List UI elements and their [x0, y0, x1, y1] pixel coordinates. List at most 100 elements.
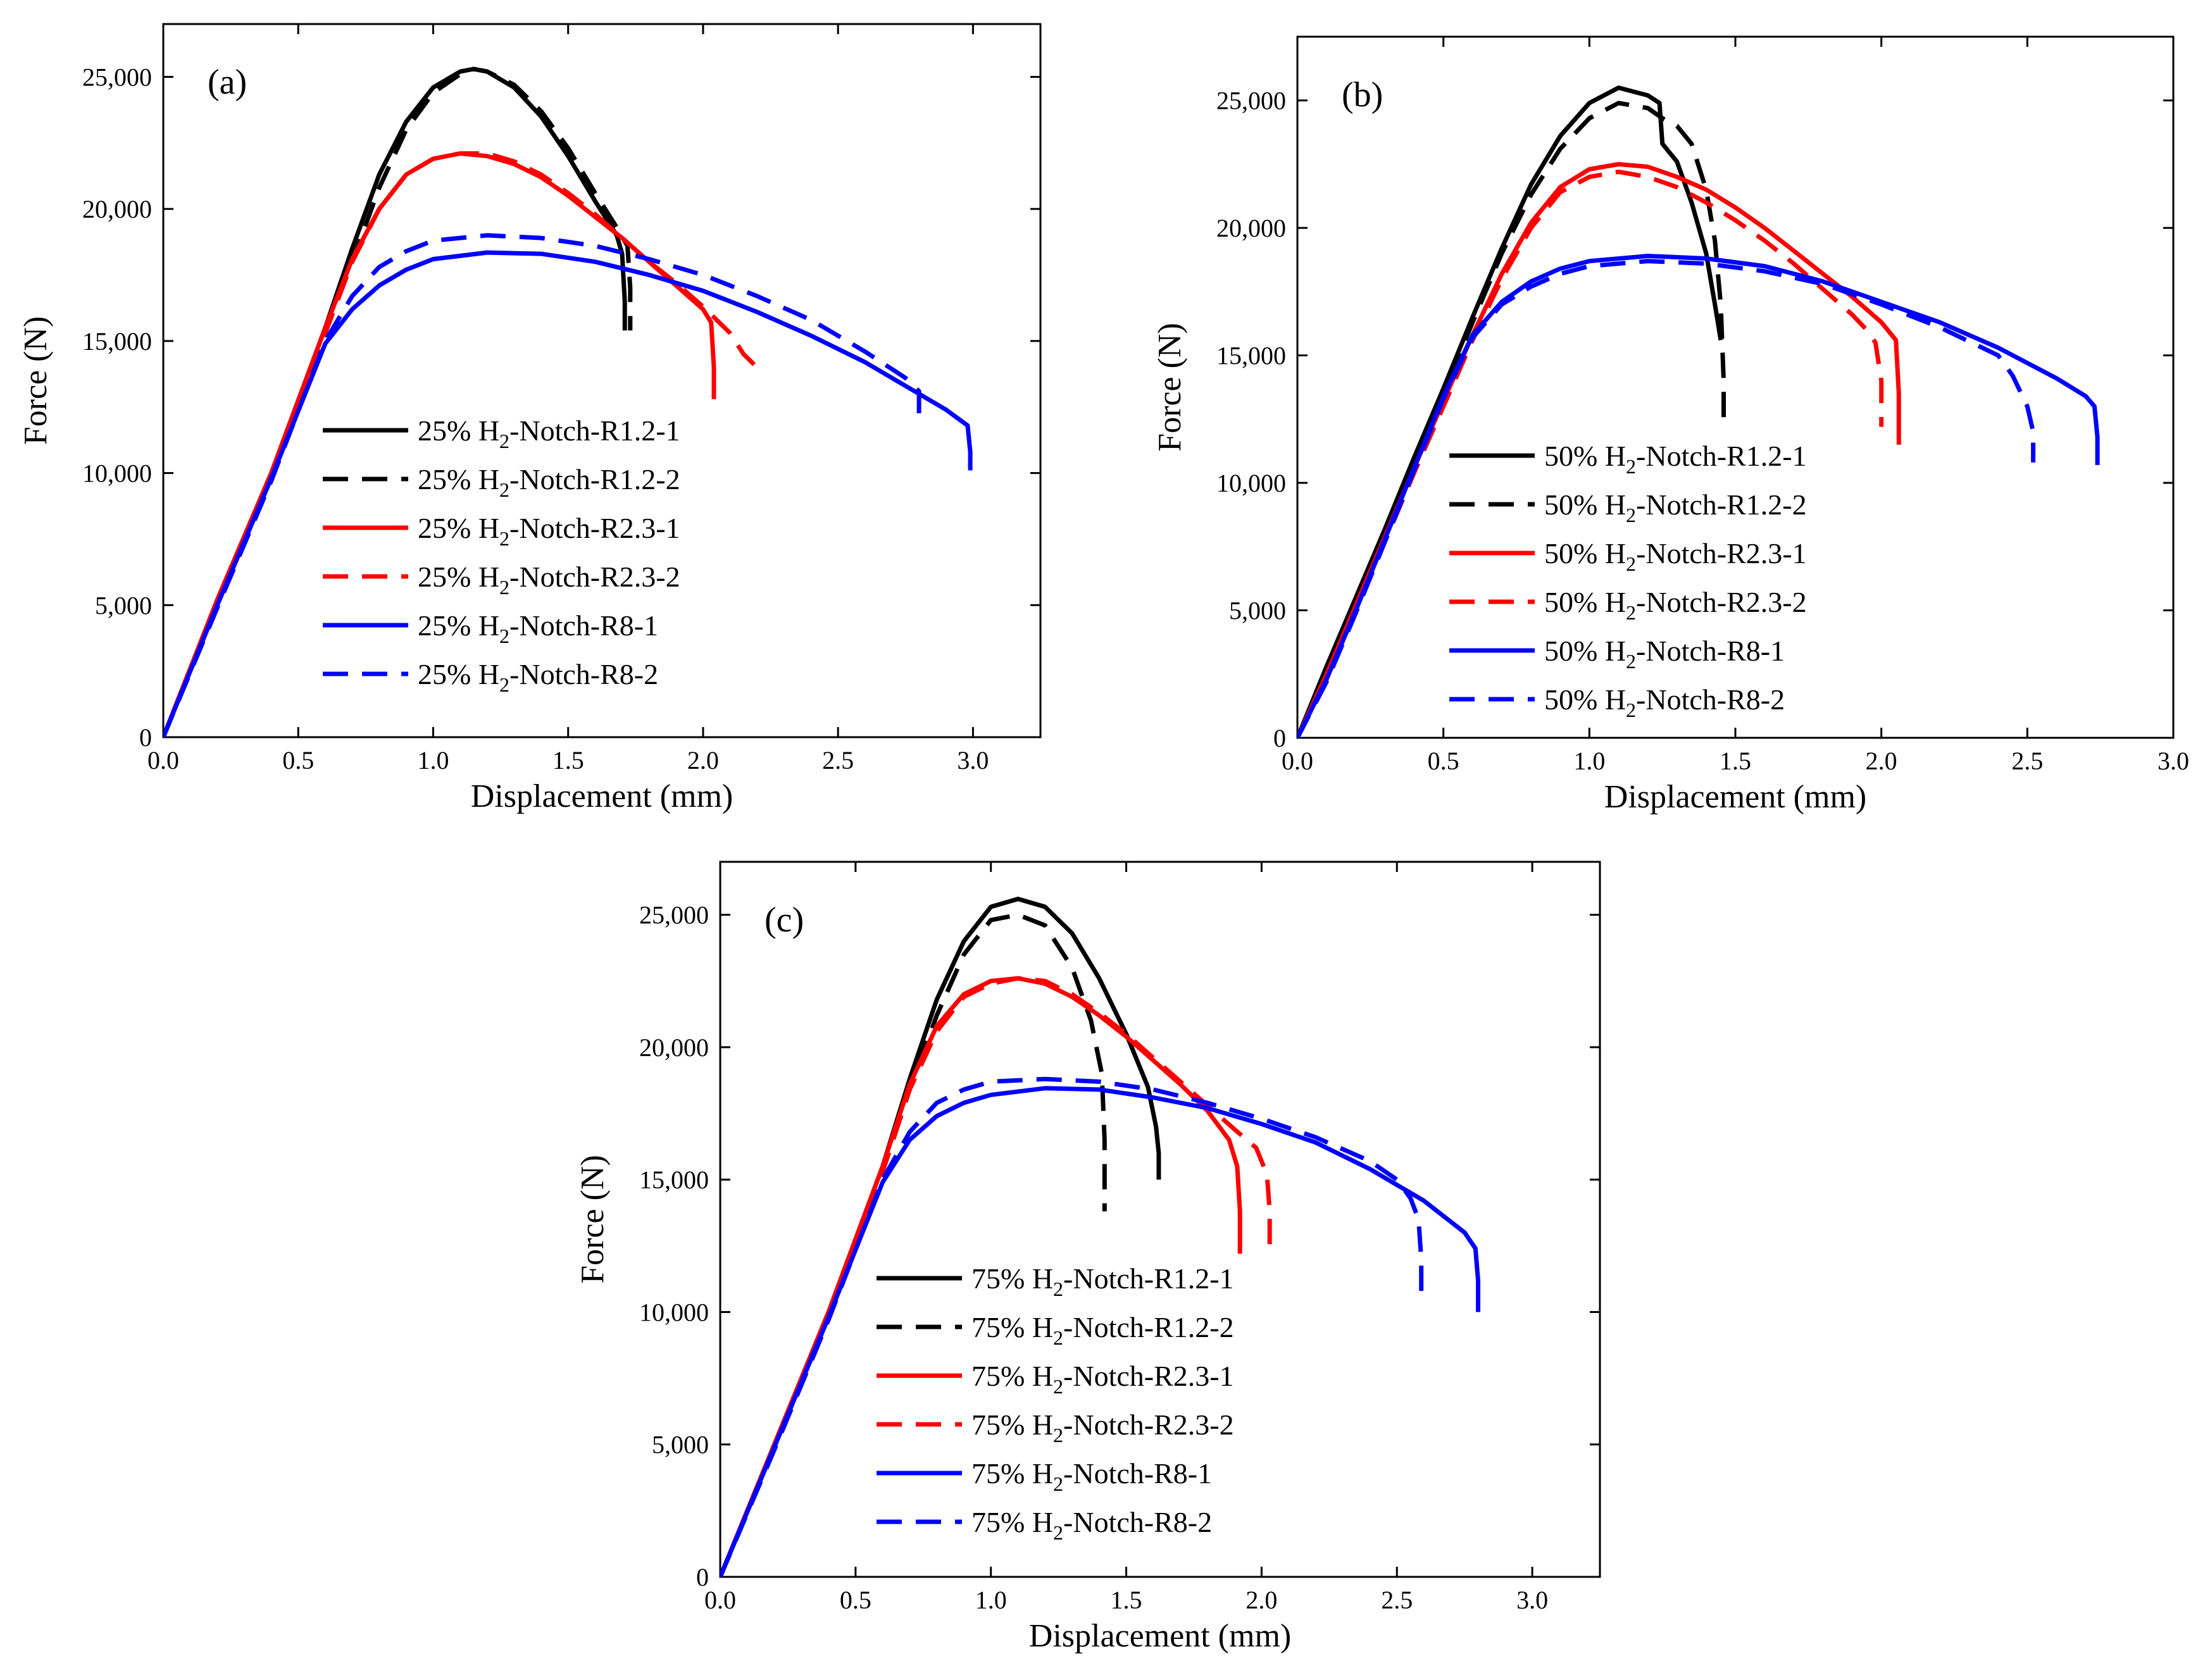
legend-label-suffix: -Notch-R2.3-1 — [1063, 1360, 1234, 1392]
legend-label-suffix: -Notch-R8-1 — [509, 609, 658, 642]
x-tick-label: 2.5 — [2011, 747, 2043, 775]
y-tick-label: 20,000 — [82, 195, 152, 223]
legend-label: 25% H2-Notch-R2.3-1 — [418, 512, 680, 550]
legend-label-subscript: 2 — [1053, 1521, 1063, 1544]
legend-label-suffix: -Notch-R1.2-2 — [509, 463, 680, 495]
legend-label-prefix: 75% H — [971, 1360, 1053, 1392]
legend-label-subscript: 2 — [1053, 1326, 1063, 1349]
x-tick-label: 2.5 — [822, 746, 854, 775]
x-tick-label: 0.0 — [704, 1586, 736, 1614]
x-axis-label: Displacement (mm) — [1604, 779, 1866, 815]
panel-label: (a) — [208, 63, 247, 102]
legend-label-suffix: -Notch-R8-2 — [1636, 683, 1785, 716]
panel-c: 0.0 0.5 1.0 1.5 2.0 2.5 3.0 0 5,000 10,000 15,000 2… — [575, 861, 1601, 1654]
x-tick-label: 2.0 — [687, 746, 719, 775]
x-tick-label: 0.0 — [1282, 747, 1313, 775]
plot-frame — [719, 861, 1601, 1578]
y-tick-label: 25,000 — [82, 63, 152, 91]
x-tick-label: 2.0 — [1866, 747, 1897, 775]
x-axis-label: Displacement (mm) — [471, 778, 733, 814]
series-line-6 — [720, 1076, 1424, 1577]
y-tick-label: 5,000 — [95, 591, 152, 619]
y-axis-label: Force (N) — [1152, 323, 1188, 452]
series-line-4 — [163, 151, 759, 737]
legend-label: 75% H2-Notch-R2.3-2 — [971, 1409, 1234, 1447]
legend-label-suffix: -Notch-R2.3-1 — [1636, 537, 1807, 569]
y-axis-label: Force (N) — [18, 316, 54, 445]
legend-label: 25% H2-Notch-R8-2 — [418, 658, 658, 696]
legend-label-suffix: -Notch-R8-1 — [1636, 635, 1785, 667]
legend-label-suffix: -Notch-R8-2 — [509, 658, 658, 690]
legend-label-suffix: -Notch-R1.2-1 — [1063, 1262, 1234, 1295]
legend-label: 50% H2-Notch-R2.3-1 — [1544, 537, 1807, 575]
panel-b: 0.0 0.5 1.0 1.5 2.0 2.5 3.0 0 5,000 10,000 15,000 2… — [1152, 35, 2189, 815]
legend-label: 50% H2-Notch-R1.2-1 — [1544, 440, 1807, 478]
series-line-5 — [1297, 254, 2100, 738]
x-tick-label: 1.5 — [553, 746, 584, 775]
legend-label-subscript: 2 — [1626, 650, 1636, 673]
legend-label-suffix: -Notch-R1.2-2 — [1636, 488, 1807, 521]
x-tick-label: 1.0 — [975, 1586, 1007, 1614]
legend-label-prefix: 75% H — [971, 1457, 1053, 1490]
legend-label-suffix: -Notch-R1.2-1 — [1636, 440, 1807, 472]
legend-label-suffix: -Notch-R1.2-2 — [1063, 1311, 1234, 1343]
plot-frame — [162, 23, 1042, 738]
y-tick-label: 10,000 — [82, 459, 152, 488]
legend-label-subscript: 2 — [499, 430, 509, 452]
legend-label-subscript: 2 — [1626, 455, 1636, 478]
y-tick-label: 0 — [139, 723, 152, 752]
y-tick-label: 10,000 — [1216, 469, 1286, 497]
legend-label-subscript: 2 — [1626, 699, 1636, 721]
legend-label-prefix: 50% H — [1544, 440, 1626, 472]
legend-label-subscript: 2 — [1053, 1472, 1063, 1495]
legend-label-subscript: 2 — [499, 673, 509, 696]
legend-label: 25% H2-Notch-R1.2-1 — [418, 414, 680, 452]
legend-label-subscript: 2 — [499, 625, 509, 647]
legend-label-suffix: -Notch-R1.2-1 — [509, 414, 680, 447]
legend-label-suffix: -Notch-R8-2 — [1063, 1506, 1212, 1538]
legend: 75% H2-Notch-R1.2-175% H2-Notch-R1.2-275… — [877, 1262, 1234, 1544]
x-tick-label: 0.5 — [1428, 747, 1459, 775]
legend-label-subscript: 2 — [499, 576, 509, 599]
legend-label-subscript: 2 — [1053, 1375, 1063, 1398]
y-tick-label: 20,000 — [639, 1033, 709, 1062]
legend-label-suffix: -Notch-R2.3-2 — [1636, 586, 1807, 618]
legend-label: 75% H2-Notch-R1.2-2 — [971, 1311, 1234, 1349]
plot-frame — [1296, 35, 2175, 739]
legend-label: 25% H2-Notch-R1.2-2 — [418, 463, 680, 501]
y-tick-label: 0 — [696, 1563, 709, 1591]
y-tick-label: 15,000 — [82, 327, 152, 356]
legend: 25% H2-Notch-R1.2-125% H2-Notch-R1.2-225… — [323, 414, 680, 696]
panel-label: (b) — [1342, 75, 1383, 115]
legend-label-prefix: 75% H — [971, 1262, 1053, 1295]
legend-label-subscript: 2 — [1053, 1278, 1063, 1300]
legend-label-subscript: 2 — [499, 478, 509, 501]
legend-label-prefix: 25% H — [418, 609, 499, 642]
x-tick-label: 1.5 — [1720, 747, 1751, 775]
legend-label: 75% H2-Notch-R2.3-1 — [971, 1360, 1234, 1398]
x-tick-label: 1.0 — [1573, 747, 1605, 775]
legend-label-prefix: 50% H — [1544, 683, 1626, 716]
legend-label-suffix: -Notch-R2.3-1 — [509, 512, 680, 544]
legend-label: 50% H2-Notch-R1.2-2 — [1544, 488, 1807, 526]
legend-label: 50% H2-Notch-R2.3-2 — [1544, 586, 1807, 624]
legend: 50% H2-Notch-R1.2-150% H2-Notch-R1.2-250… — [1449, 440, 1807, 721]
legend-label-subscript: 2 — [1626, 552, 1636, 575]
panel-label: (c) — [765, 900, 804, 940]
legend-label-prefix: 25% H — [418, 463, 499, 495]
series-line-5 — [163, 250, 973, 737]
series-line-6 — [163, 233, 921, 737]
x-tick-label: 0.5 — [840, 1586, 871, 1614]
y-tick-label: 15,000 — [1216, 342, 1286, 370]
x-tick-label: 0.0 — [147, 746, 179, 775]
x-tick-label: 0.5 — [282, 746, 314, 775]
y-axis-label: Force (N) — [575, 1155, 611, 1284]
legend-label-subscript: 2 — [1626, 601, 1636, 624]
legend-label-prefix: 25% H — [418, 414, 499, 447]
legend-label-prefix: 25% H — [418, 561, 499, 593]
legend-label: 25% H2-Notch-R8-1 — [418, 609, 658, 647]
legend-label: 50% H2-Notch-R8-2 — [1544, 683, 1785, 721]
y-tick-label: 5,000 — [652, 1431, 709, 1459]
legend-label-prefix: 50% H — [1544, 586, 1626, 618]
legend-label: 75% H2-Notch-R1.2-1 — [971, 1262, 1234, 1300]
